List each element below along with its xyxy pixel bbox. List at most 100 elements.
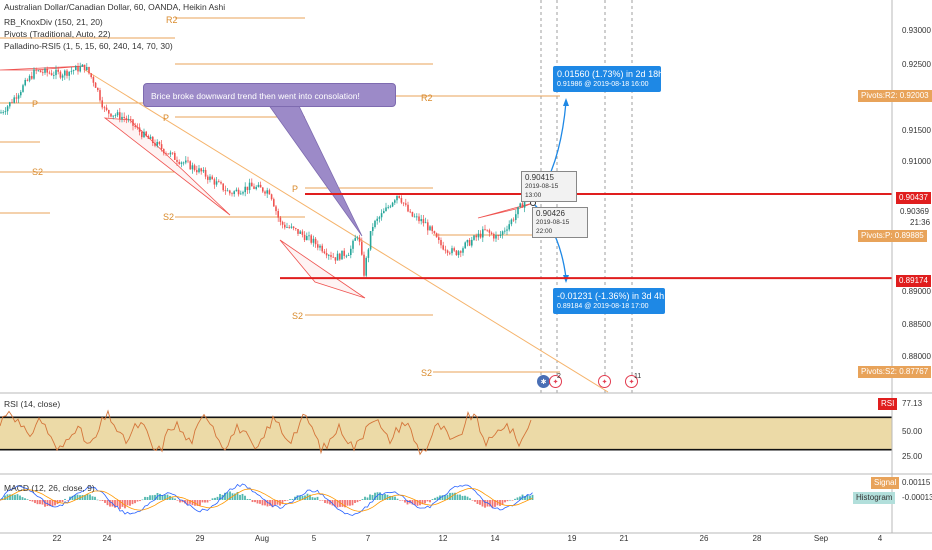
candle-body: [354, 238, 356, 241]
candle: [321, 243, 323, 254]
candle: [398, 195, 400, 199]
candle-body: [328, 255, 330, 256]
event-flag-cad-3-icon[interactable]: ✦: [625, 375, 638, 388]
macd-hist-bar: [304, 495, 306, 500]
candle-body: [306, 236, 308, 241]
candle: [6, 105, 9, 115]
candle-body: [279, 217, 282, 222]
candle: [396, 195, 398, 204]
event-flag-cad-2-icon[interactable]: ✦: [598, 375, 611, 388]
macd-hist-bar: [139, 500, 141, 502]
candle-body: [125, 117, 128, 120]
annotation-note[interactable]: Brice broke downward trend then went int…: [143, 83, 396, 107]
macd-hist-bar: [499, 500, 501, 506]
macd-hist-bar: [296, 495, 299, 500]
candle-body: [198, 168, 200, 173]
candle-body: [163, 149, 165, 154]
macd-hist-bar: [529, 496, 531, 500]
candle-body: [174, 152, 176, 160]
macd-hist-bar: [144, 496, 146, 500]
tag-pivots-r2-value: 0.92003: [899, 91, 929, 100]
candle: [44, 67, 46, 75]
candle: [59, 70, 62, 80]
candle: [127, 114, 130, 123]
candle: [237, 187, 240, 197]
candle-body: [270, 194, 273, 200]
candle-body: [86, 66, 88, 71]
macd-hist-bar: [369, 494, 371, 500]
candle: [277, 208, 279, 222]
macd-hist-bar: [326, 500, 329, 504]
macd-hist-bar: [136, 500, 139, 502]
candle-body: [9, 102, 11, 107]
measure-up-box[interactable]: 0.01560 (1.73%) in 2d 18h 0.91986 @ 2019…: [553, 66, 663, 92]
candle-body: [154, 142, 156, 146]
candle-body: [257, 184, 260, 187]
event-flag-cad-icon[interactable]: ✦: [549, 375, 562, 388]
price-tick-0.91500: 0.91500: [902, 126, 931, 135]
macd-hist-bar: [294, 496, 296, 500]
candle-body: [11, 102, 13, 103]
candle-body: [147, 135, 150, 139]
measure-down-box[interactable]: -0.01231 (-1.36%) in 3d 4h 0.89184 @ 201…: [553, 288, 665, 314]
candle: [116, 109, 119, 118]
candle: [147, 134, 150, 139]
candle-body: [409, 211, 411, 213]
macd-hist-bar: [24, 498, 26, 500]
candle-body: [325, 253, 328, 256]
candle-body: [94, 82, 97, 88]
candle-body: [365, 257, 367, 276]
candle-body: [57, 69, 59, 72]
macd-hist-bar: [464, 495, 466, 500]
legend-indicator-knoxdiv: RB_KnoxDiv (150, 21, 20): [4, 17, 103, 27]
candle-body: [356, 237, 359, 239]
macd-hist-bar: [29, 500, 31, 501]
macd-hist-bar: [351, 500, 354, 506]
candle: [248, 178, 251, 194]
candle-body: [119, 112, 121, 120]
candle-body: [251, 182, 253, 187]
tag-pivots-p-value: 0.89885: [894, 231, 924, 240]
candle: [229, 189, 231, 196]
candle: [125, 115, 128, 124]
candle-body: [462, 248, 464, 253]
macd-hist-bar: [386, 494, 389, 500]
candle: [222, 183, 224, 192]
candle: [215, 177, 218, 187]
macd-hist-bar: [134, 500, 136, 504]
candle: [325, 248, 328, 259]
candle: [281, 220, 284, 229]
x-tick-5: 5: [311, 534, 317, 543]
candle: [33, 67, 35, 80]
candle-body: [81, 64, 84, 67]
x-tick-28: 28: [752, 534, 762, 543]
candle: [350, 245, 352, 259]
candle: [273, 197, 275, 207]
macd-hist-bar: [26, 499, 29, 500]
candle: [72, 69, 75, 75]
candle: [306, 232, 308, 241]
candle: [361, 237, 363, 256]
candle-body: [110, 113, 112, 117]
macd-pane: [0, 483, 534, 516]
candle: [495, 231, 497, 242]
tag-rsi: RSI: [878, 398, 898, 410]
candle-body: [176, 159, 178, 162]
candle: [154, 139, 156, 148]
macd-hist-bar: [414, 500, 416, 505]
candle-body: [79, 66, 81, 72]
frame: [0, 0, 932, 534]
candle: [510, 218, 513, 227]
candle-body: [321, 245, 323, 252]
candle-body: [389, 206, 392, 208]
candle-body: [440, 239, 442, 246]
macd-hist-bar: [309, 494, 311, 500]
macd-hist-bar: [456, 494, 459, 500]
candle-body: [292, 226, 295, 229]
candle-body: [297, 228, 299, 234]
candle: [435, 232, 438, 238]
x-tick-12: 12: [438, 534, 448, 543]
macd-hist-bar: [434, 497, 436, 500]
